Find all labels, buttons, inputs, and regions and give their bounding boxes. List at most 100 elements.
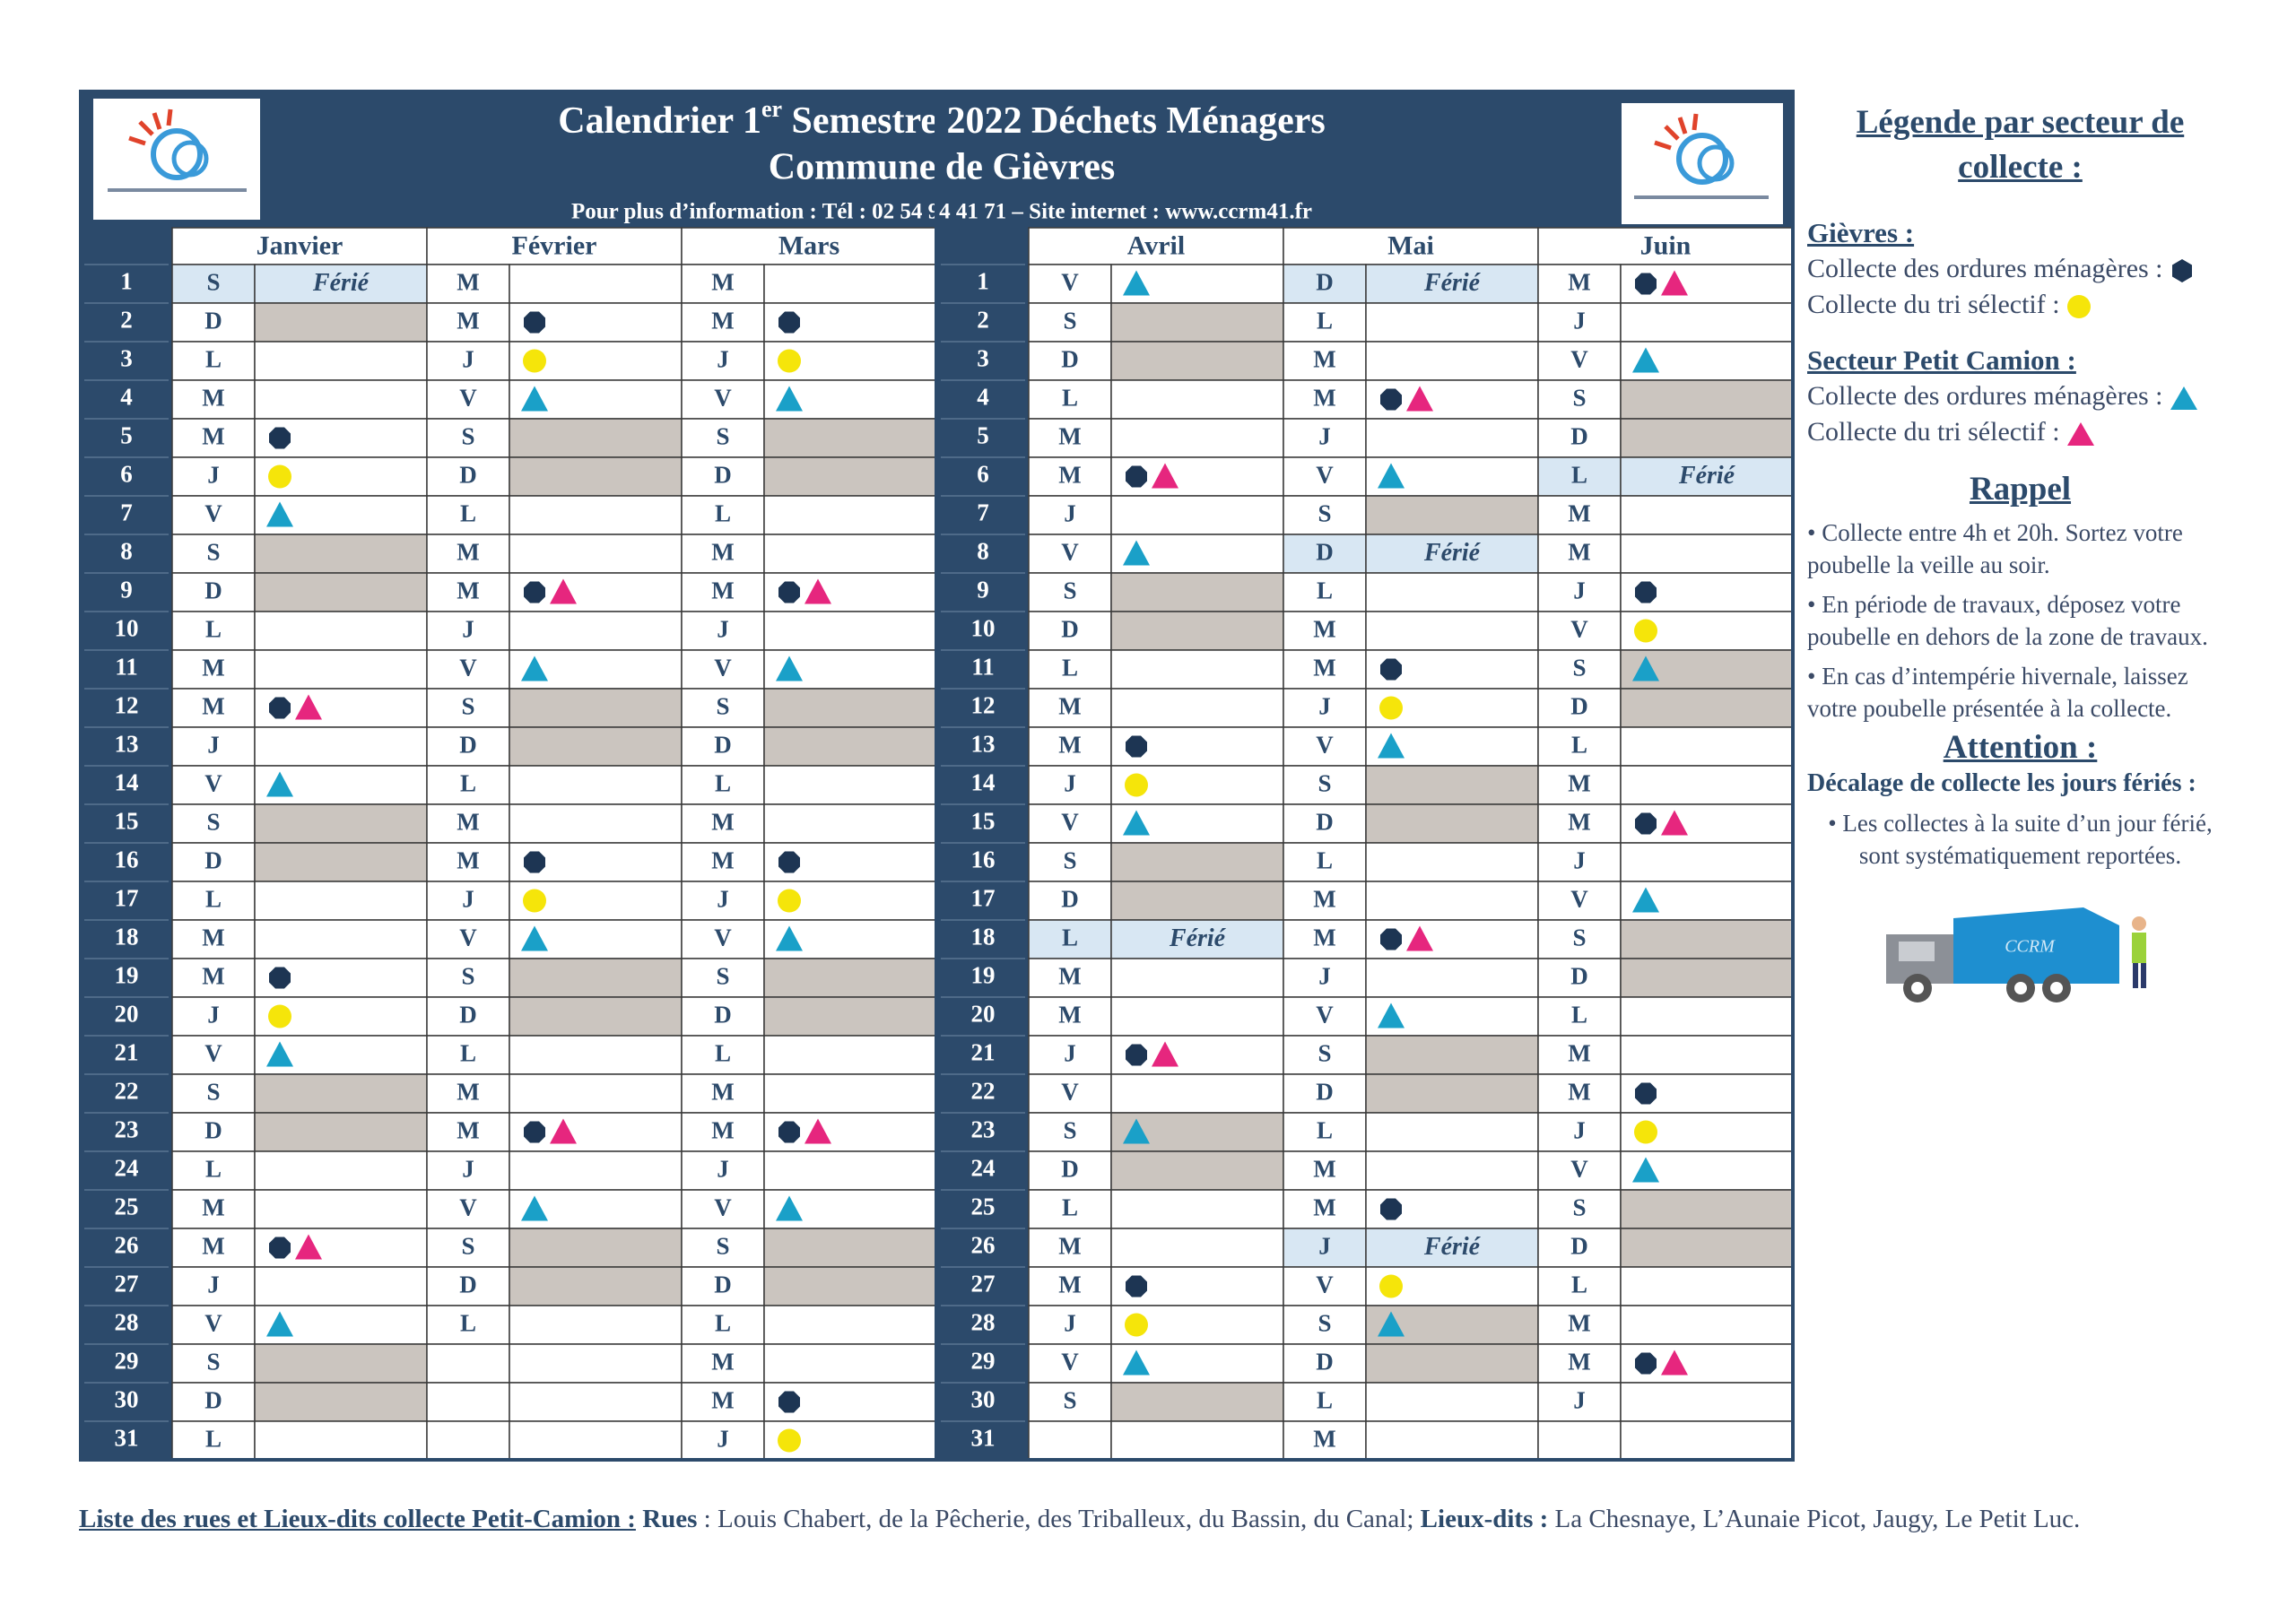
- day-letter: V: [204, 500, 222, 527]
- day-letter: J: [1064, 1310, 1076, 1337]
- row-number: 29: [115, 1348, 139, 1375]
- day-letter: S: [206, 269, 220, 296]
- triangle-pink-mark: [1661, 810, 1688, 836]
- hexagon-mark: [1380, 658, 1402, 681]
- row-number: 15: [971, 808, 996, 835]
- letter-cell: [1283, 341, 1367, 381]
- month-name: Mai: [1387, 230, 1434, 260]
- row-number: 27: [115, 1271, 139, 1298]
- letter-cell: [1537, 1382, 1622, 1422]
- row-number: 2: [977, 307, 989, 334]
- row-number: 19: [971, 962, 996, 989]
- day-cell: [509, 996, 683, 1037]
- day-letter: M: [457, 1117, 479, 1144]
- row-number: 22: [971, 1078, 996, 1105]
- triangle-pink-mark: [1661, 1350, 1688, 1376]
- day-cell: [1365, 881, 1539, 921]
- hexagon-mark: [778, 1121, 800, 1143]
- row-number: 26: [115, 1232, 139, 1259]
- letter-cell: [171, 264, 256, 304]
- day-letter: M: [711, 1349, 734, 1376]
- day-cell: [763, 958, 937, 998]
- day-cell: [1620, 1266, 1794, 1306]
- day-letter: D: [714, 732, 732, 759]
- day-cell: [1110, 881, 1284, 921]
- letter-cell: [1283, 495, 1367, 535]
- day-cell: [1620, 765, 1794, 805]
- day-letter: M: [457, 809, 479, 836]
- month-header-cell: [1028, 227, 1284, 265]
- day-letter: M: [1313, 886, 1335, 913]
- letter-cell: [681, 379, 765, 420]
- day-cell: [254, 1343, 428, 1384]
- day-letter: S: [1063, 1117, 1076, 1144]
- day-letter: L: [1062, 655, 1078, 681]
- letter-cell: [681, 688, 765, 728]
- letter-cell: [681, 842, 765, 882]
- letter-cell: [171, 688, 256, 728]
- letter-cell: [171, 341, 256, 381]
- day-letter: L: [205, 346, 222, 373]
- letter-cell: [1028, 1112, 1112, 1152]
- legend-heading: Secteur Petit Camion :: [1807, 344, 2076, 376]
- letter-cell: [171, 726, 256, 767]
- day-cell: [1620, 958, 1794, 998]
- letter-cell: [1537, 611, 1622, 651]
- logo: [93, 99, 260, 220]
- letter-cell: [1283, 1150, 1367, 1191]
- day-cell: [763, 688, 937, 728]
- letter-cell: [426, 1343, 510, 1384]
- row-number: 23: [971, 1116, 996, 1143]
- day-letter: J: [1573, 577, 1586, 604]
- day-letter: M: [202, 963, 224, 990]
- legend-row: Collecte des ordures ménagères :: [1807, 251, 2233, 287]
- triangle-blue-mark: [776, 386, 803, 412]
- day-cell: [1110, 1189, 1284, 1229]
- day-cell: [763, 765, 937, 805]
- row-number: 9: [120, 577, 133, 603]
- day-letter: V: [714, 1194, 732, 1221]
- day-letter: L: [1062, 924, 1078, 951]
- day-letter: V: [1316, 462, 1334, 489]
- day-cell: [509, 1035, 683, 1075]
- day-letter: M: [711, 577, 734, 604]
- day-cell: [1365, 1420, 1539, 1461]
- letter-cell: [1028, 881, 1112, 921]
- title-part: Calendrier 1: [558, 100, 761, 142]
- row-number: 22: [115, 1078, 139, 1105]
- triangle-pink-mark: [1406, 925, 1433, 951]
- letter-cell: [681, 765, 765, 805]
- day-cell: [509, 418, 683, 458]
- day-letter: S: [1572, 655, 1586, 681]
- day-letter: M: [1058, 1271, 1081, 1298]
- day-cell: [1365, 1343, 1539, 1384]
- letter-cell: [1537, 803, 1622, 844]
- letter-cell: [1537, 726, 1622, 767]
- hexagon-mark: [778, 851, 800, 873]
- day-cell: [254, 649, 428, 690]
- row-number: 25: [115, 1193, 139, 1220]
- day-letter: D: [459, 462, 477, 489]
- row-number: 17: [115, 885, 139, 912]
- triangle-blue-mark: [1632, 1157, 1659, 1183]
- letter-cell: [1283, 302, 1367, 343]
- letter-cell: [1283, 1343, 1367, 1384]
- day-cell: [1365, 1112, 1539, 1152]
- day-cell: [1620, 1228, 1794, 1268]
- day-letter: D: [204, 1387, 222, 1414]
- triangle-blue-mark: [521, 386, 548, 412]
- day-cell: [1365, 341, 1539, 381]
- row-number: 21: [115, 1039, 139, 1066]
- day-letter: M: [711, 269, 734, 296]
- day-letter: L: [460, 500, 476, 527]
- logo: [1622, 103, 1783, 224]
- row-number: 26: [971, 1232, 996, 1259]
- row-number: 7: [977, 499, 989, 526]
- letter-cell: [681, 958, 765, 998]
- row-number: 29: [971, 1348, 996, 1375]
- month-name: Avril: [1127, 230, 1185, 260]
- row-number: 11: [971, 654, 995, 681]
- triangle-blue-mark: [1632, 347, 1659, 373]
- day-letter: M: [457, 577, 479, 604]
